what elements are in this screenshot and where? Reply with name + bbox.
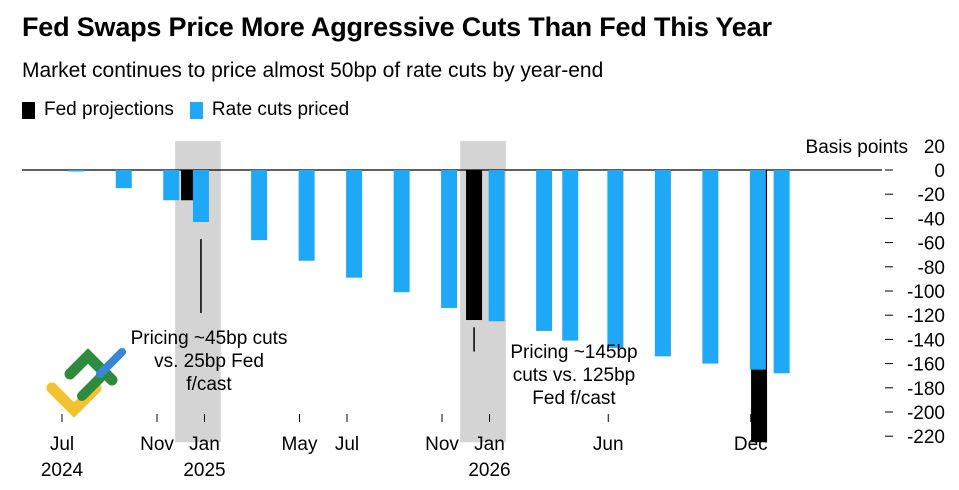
annotation-1-line-3: f/cast <box>186 374 232 395</box>
rate-cuts-bar-11 <box>536 170 553 331</box>
rate-cuts-bar-13 <box>607 170 624 348</box>
rate-cuts-bar-4 <box>192 170 209 223</box>
y-tick-label-12: -200 <box>907 403 945 424</box>
chart-subtitle: Market continues to price almost 50bp of… <box>22 59 604 82</box>
rate-cuts-bar-5 <box>251 170 268 241</box>
y-tick-label-1: 20 <box>924 137 945 158</box>
x-tick-label-8: Jun <box>593 434 624 455</box>
legend-item-rate-cuts-priced: Rate cuts priced <box>189 99 350 121</box>
rate-cuts-bar-14 <box>654 170 671 357</box>
x-tick-label-2: Nov <box>140 434 174 455</box>
annotation-2-line-1: Pricing ~145bp <box>510 342 637 363</box>
y-tick-label-10: -160 <box>907 355 945 376</box>
fed-projection-bar-2 <box>466 170 483 321</box>
x-tick-label-7: Jan <box>474 434 505 455</box>
y-tick-label-4: -40 <box>918 209 945 230</box>
x-tick-label-4: May <box>282 434 318 455</box>
annotation-2-line-3: Fed f/cast <box>532 388 616 409</box>
y-tick-label-3: -20 <box>918 185 945 206</box>
y-axis-label: Basis points <box>806 137 908 158</box>
x-tick-label-3: Jan <box>189 434 220 455</box>
rate-cuts-bar-6 <box>298 170 315 261</box>
y-tick-label-8: -120 <box>907 306 945 327</box>
y-tick-label-13: -220 <box>907 427 945 448</box>
legend-label-rate-cuts-priced: Rate cuts priced <box>211 99 350 120</box>
rate-cuts-bar-17 <box>773 170 790 374</box>
chart-title: Fed Swaps Price More Aggressive Cuts Tha… <box>22 12 772 42</box>
annotation-1-line-2: vs. 25bp Fed <box>154 351 264 372</box>
legend: Fed projections Rate cuts priced <box>22 99 365 121</box>
rate-cuts-bar-9 <box>441 170 458 308</box>
y-tick-label-6: -80 <box>918 258 945 279</box>
rate-cuts-bar-12 <box>562 170 579 341</box>
annotation-1-line-1: Pricing ~45bp cuts <box>131 328 288 349</box>
legend-swatch-fed-projections <box>22 101 35 119</box>
watermark-logo <box>46 348 126 418</box>
x-tick-label-6: Nov <box>425 434 459 455</box>
x-tick-label-5: Jul <box>335 434 359 455</box>
rate-cuts-bar-1 <box>68 170 85 172</box>
legend-swatch-rate-cuts-priced <box>189 101 203 119</box>
x-year-label-1: 2024 <box>41 460 84 481</box>
legend-item-fed-projections: Fed projections <box>22 99 174 121</box>
x-tick-label-1: Jul <box>50 434 74 455</box>
rate-cuts-bar-3 <box>163 170 180 201</box>
y-tick-label-5: -60 <box>918 234 945 255</box>
y-tick-label-7: -100 <box>907 282 945 303</box>
rate-cuts-bar-7 <box>346 170 363 278</box>
legend-label-fed-projections: Fed projections <box>44 99 174 120</box>
x-tick-label-9: Dec <box>734 434 768 455</box>
y-tick-label-9: -140 <box>907 330 945 351</box>
rate-cuts-bar-16 <box>749 170 766 370</box>
rate-cuts-bar-2 <box>115 170 132 189</box>
rate-cuts-bar-15 <box>702 170 719 364</box>
annotation-2-line-2: cuts vs. 125bp <box>513 365 636 386</box>
rate-cuts-bar-8 <box>393 170 410 293</box>
y-tick-label-2: 0 <box>934 161 945 182</box>
y-tick-label-11: -180 <box>907 379 945 400</box>
x-year-label-3: 2025 <box>183 460 225 481</box>
x-year-label-7: 2026 <box>468 460 510 481</box>
rate-cuts-bar-10 <box>488 170 505 322</box>
